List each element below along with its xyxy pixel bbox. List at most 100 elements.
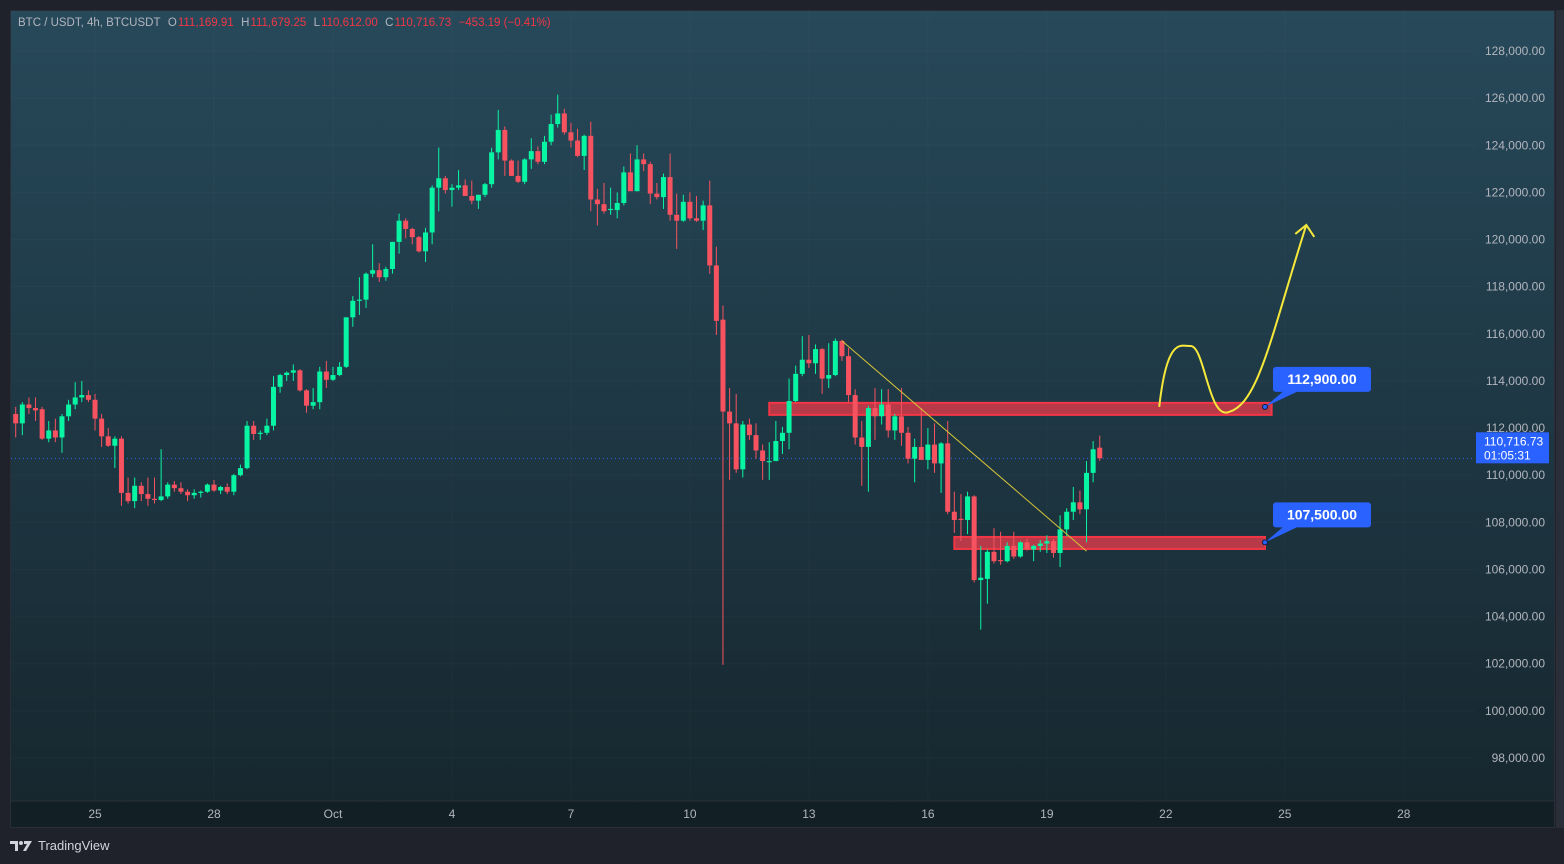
candle-down <box>733 393 739 473</box>
candle-up <box>343 317 349 368</box>
candle-down <box>674 193 680 249</box>
candle-up <box>581 134 587 171</box>
candle-up <box>555 94 561 128</box>
candle-body <box>978 577 984 581</box>
candle-down <box>1050 538 1056 558</box>
candle-up <box>522 158 528 185</box>
candle-body <box>667 177 673 215</box>
chart-pane[interactable] <box>10 10 1555 828</box>
candle-body <box>799 359 805 374</box>
candle-body <box>79 395 85 398</box>
candle-down <box>125 477 131 504</box>
candle-body <box>46 430 52 439</box>
candle-up <box>938 442 944 493</box>
candle-down <box>601 182 607 214</box>
candle-down <box>760 444 766 480</box>
candle-up <box>204 483 210 493</box>
candle-body <box>674 214 680 221</box>
candle-body <box>819 349 825 379</box>
candle-down <box>561 108 567 135</box>
candle-body <box>85 395 91 400</box>
candle-down <box>720 305 726 665</box>
candle-up <box>1004 542 1010 563</box>
candle-body <box>879 404 885 417</box>
candle-body <box>508 160 514 176</box>
candle-body <box>92 399 98 419</box>
candle-down <box>297 369 303 392</box>
candle-body <box>965 496 971 520</box>
candle-down <box>647 161 653 205</box>
candle-down <box>224 483 230 495</box>
candle-up <box>548 114 554 146</box>
candle-body <box>429 187 435 233</box>
candle-up <box>865 405 871 492</box>
candle-up <box>330 366 336 381</box>
candle-body <box>1004 545 1010 562</box>
candle-down <box>846 347 852 403</box>
candle-body <box>178 488 184 492</box>
candle-down <box>105 428 111 447</box>
candle-body <box>19 404 25 424</box>
candle-body <box>409 228 415 238</box>
candle-body <box>740 424 746 470</box>
candle-body <box>370 270 376 274</box>
candle-down <box>178 482 184 495</box>
close-label: C <box>385 17 394 29</box>
candle-body <box>462 185 468 196</box>
y-tick-label: 108,000.00 <box>1485 515 1545 529</box>
candle-up <box>1044 535 1050 553</box>
candle-body <box>733 423 739 470</box>
candle-down <box>713 246 719 335</box>
candle-body <box>1070 502 1076 512</box>
candle-body <box>522 159 528 182</box>
tradingview-logo[interactable]: TradingView <box>10 838 110 853</box>
candle-up <box>912 438 918 483</box>
candle-up <box>614 192 620 219</box>
candle-down <box>991 528 997 564</box>
candle-body <box>218 486 224 491</box>
candle-body <box>581 135 587 156</box>
candle-up <box>773 421 779 462</box>
candle-up <box>383 266 389 281</box>
candle-up <box>429 185 435 245</box>
symbol-title[interactable]: BTC / USDT, 4h, BTCUSDT <box>18 17 161 29</box>
candle-down <box>806 334 812 368</box>
x-tick-label: 28 <box>207 807 221 821</box>
candle-body <box>528 151 534 160</box>
candle-body <box>330 375 336 380</box>
right-scrollbar[interactable] <box>1556 10 1564 828</box>
candle-down <box>171 481 177 492</box>
candle-body <box>793 373 799 401</box>
candle-down <box>409 227 415 245</box>
tradingview-logo-text: TradingView <box>38 838 110 853</box>
candle-body <box>1084 472 1090 510</box>
x-tick-label: 22 <box>1159 807 1173 821</box>
candle-up <box>700 200 706 231</box>
last-price-value: 110,716.73 <box>1484 434 1543 448</box>
candle-up <box>284 371 290 381</box>
candle-up <box>542 135 547 165</box>
candle-down <box>839 339 845 361</box>
candle-body <box>211 484 217 491</box>
anchor-point <box>1261 403 1268 410</box>
x-tick-label: 19 <box>1040 807 1054 821</box>
candle-body <box>416 237 422 252</box>
candle-body <box>436 178 442 188</box>
candle-down <box>469 180 475 205</box>
candle-body <box>277 375 283 387</box>
candle-body <box>951 511 957 520</box>
candle-body <box>727 411 733 424</box>
candle-body <box>396 220 402 242</box>
candle-body <box>846 356 852 396</box>
candle-down <box>819 347 825 394</box>
candle-down <box>99 413 105 447</box>
candle-down <box>85 390 91 403</box>
low-label: L <box>313 17 321 29</box>
candle-up <box>389 241 395 274</box>
candle-body <box>403 220 409 229</box>
high-value: 111,679.25 <box>250 17 307 29</box>
candle-body <box>297 370 303 391</box>
candle-down <box>145 477 151 506</box>
candle-up <box>925 428 931 470</box>
